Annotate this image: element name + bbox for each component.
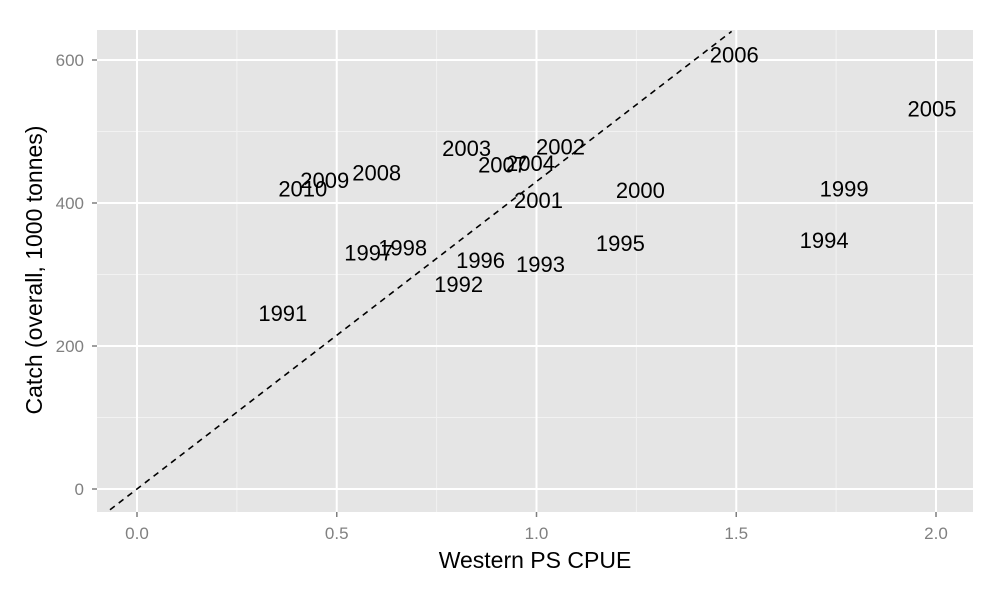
x-tick-label: 1.0	[525, 524, 549, 543]
point-label-2010: 2010	[278, 177, 327, 202]
point-label-2009: 2009	[300, 168, 349, 193]
point-label-1996: 1996	[456, 248, 505, 273]
x-tick-label: 1.5	[724, 524, 748, 543]
point-label-1994: 1994	[800, 228, 849, 253]
point-label-1992: 1992	[434, 272, 483, 297]
point-label-1991: 1991	[258, 301, 307, 326]
y-tick-label: 200	[56, 337, 84, 356]
point-label-1995: 1995	[596, 231, 645, 256]
point-label-2000: 2000	[616, 178, 665, 203]
major-gridlines	[97, 30, 973, 512]
point-label-1993: 1993	[516, 252, 565, 277]
point-label-2002: 2002	[536, 135, 585, 160]
point-label-2001: 2001	[514, 188, 563, 213]
plot-panel	[97, 30, 973, 512]
point-label-1999: 1999	[820, 177, 869, 202]
y-axis-title: Catch (overall, 1000 tonnes)	[21, 126, 47, 415]
x-tick-label: 0.5	[325, 524, 349, 543]
point-label-2005: 2005	[908, 97, 957, 122]
x-tick-label: 0.0	[125, 524, 149, 543]
x-tick-label: 2.0	[924, 524, 948, 543]
x-axis-title: Western PS CPUE	[439, 547, 632, 573]
x-axis: 0.0 0.5 1.0 1.5 2.0	[125, 512, 948, 543]
reference-line-group	[109, 30, 733, 511]
y-tick-label: 400	[56, 194, 84, 213]
minor-gridlines	[97, 30, 973, 512]
reference-line	[109, 30, 733, 511]
point-label-2004: 2004	[506, 151, 555, 176]
point-label-2003: 2003	[442, 136, 491, 161]
point-label-2008: 2008	[352, 160, 401, 185]
y-tick-label: 600	[56, 51, 84, 70]
y-tick-label: 0	[75, 480, 84, 499]
point-label-2006: 2006	[710, 42, 759, 67]
y-axis: 0 200 400 600	[56, 51, 97, 499]
point-label-1997: 1997	[344, 240, 393, 265]
point-label-1998: 1998	[378, 235, 427, 260]
point-label-2007: 2007	[478, 152, 527, 177]
